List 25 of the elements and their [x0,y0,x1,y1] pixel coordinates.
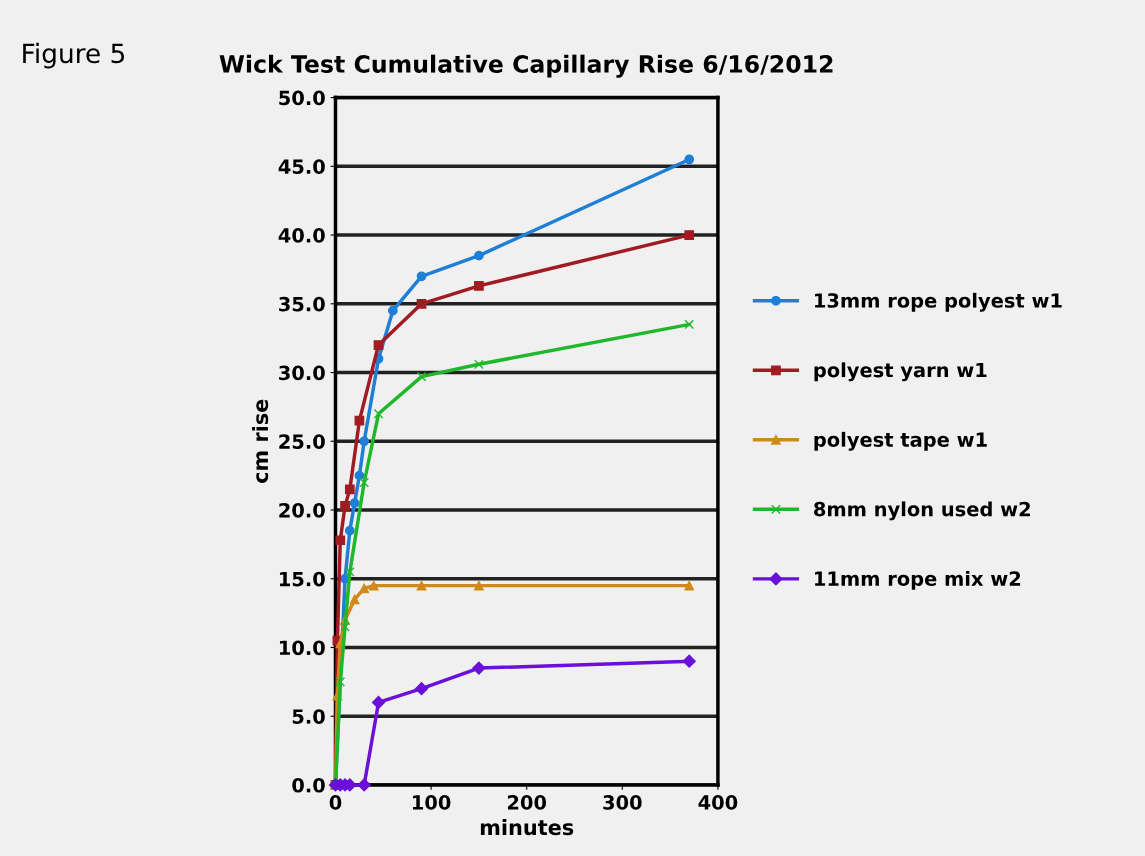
y-tick-label: 45.0 [278,159,325,174]
y-tick-label: 25.0 [279,434,325,449]
y-tick-label: 30.0 [279,365,325,381]
y-tick-label: 15.0 [279,571,325,587]
legend-label: 8mm nylon used w2 [814,501,1030,521]
y-axis-title: cm rise [252,399,269,483]
x-tick-label: 400 [698,795,738,810]
chart-title: Wick Test Cumulative Capillary Rise 6/16/2012 [219,54,833,78]
x-tick-label: 100 [412,795,451,810]
x-tick-label: 300 [603,795,642,810]
y-tick-label: 50.0 [279,90,325,106]
legend-label: polyest yarn w1 [814,362,987,382]
y-tick-label: 35.0 [279,296,325,312]
legend-label: polyest tape w1 [814,431,987,451]
y-tick-label: 5.0 [292,709,325,724]
y-tick-label: 40.0 [278,228,325,243]
y-tick-label: 0.0 [292,777,325,793]
legend-label: 11mm rope mix w2 [815,570,1021,590]
y-tick-label: 20.0 [279,502,325,518]
x-axis-title: minutes [480,819,574,836]
caption: Figure 5 [23,42,125,69]
x-tick-label: 200 [507,795,547,810]
legend-label: 13mm rope polyest w1 [815,292,1062,312]
y-tick-label: 10.0 [279,640,325,656]
x-tick-label: 0 [329,795,342,810]
